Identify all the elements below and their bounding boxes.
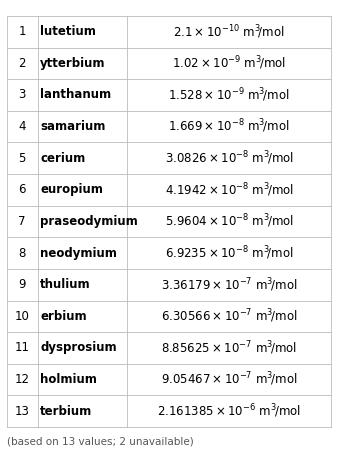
Text: $9.05467\times10^{-7}\ \mathrm{m^3\!/mol}$: $9.05467\times10^{-7}\ \mathrm{m^3\!/mol… [161,371,297,389]
Text: erbium: erbium [40,310,87,323]
Text: 11: 11 [15,341,30,354]
Text: neodymium: neodymium [40,247,117,260]
Text: lanthanum: lanthanum [40,88,112,101]
Text: ytterbium: ytterbium [40,57,106,70]
Text: 12: 12 [15,373,30,386]
Text: 7: 7 [19,215,26,228]
Text: cerium: cerium [40,152,86,165]
Text: 3: 3 [19,88,26,101]
Text: $3.36179\times10^{-7}\ \mathrm{m^3\!/mol}$: $3.36179\times10^{-7}\ \mathrm{m^3\!/mol… [161,276,297,293]
Text: $6.30566\times10^{-7}\ \mathrm{m^3\!/mol}$: $6.30566\times10^{-7}\ \mathrm{m^3\!/mol… [161,308,297,325]
Text: $3.0826\times10^{-8}\ \mathrm{m^3\!/mol}$: $3.0826\times10^{-8}\ \mathrm{m^3\!/mol}… [165,149,293,167]
Text: 5: 5 [19,152,26,165]
Text: samarium: samarium [40,120,106,133]
Text: thulium: thulium [40,278,91,291]
Text: 13: 13 [15,404,30,418]
Text: $8.85625\times10^{-7}\ \mathrm{m^3\!/mol}$: $8.85625\times10^{-7}\ \mathrm{m^3\!/mol… [161,339,297,357]
Text: praseodymium: praseodymium [40,215,138,228]
Text: lutetium: lutetium [40,25,96,38]
Text: dysprosium: dysprosium [40,341,117,354]
Text: $6.9235\times10^{-8}\ \mathrm{m^3\!/mol}$: $6.9235\times10^{-8}\ \mathrm{m^3\!/mol}… [165,244,293,262]
Text: europium: europium [40,183,103,197]
Text: 4: 4 [19,120,26,133]
Text: 2: 2 [19,57,26,70]
Text: $1.528\times10^{-9}\ \mathrm{m^3\!/mol}$: $1.528\times10^{-9}\ \mathrm{m^3\!/mol}$ [168,86,290,104]
Text: $5.9604\times10^{-8}\ \mathrm{m^3\!/mol}$: $5.9604\times10^{-8}\ \mathrm{m^3\!/mol}… [165,212,293,230]
Text: 9: 9 [19,278,26,291]
Text: 8: 8 [19,247,26,260]
Text: $2.1\times10^{-10}\ \mathrm{m^3\!/mol}$: $2.1\times10^{-10}\ \mathrm{m^3\!/mol}$ [173,23,285,40]
Text: holmium: holmium [40,373,97,386]
Text: $1.669\times10^{-8}\ \mathrm{m^3\!/mol}$: $1.669\times10^{-8}\ \mathrm{m^3\!/mol}$ [168,118,290,136]
Text: 6: 6 [19,183,26,197]
Text: $1.02\times10^{-9}\ \mathrm{m^3\!/mol}$: $1.02\times10^{-9}\ \mathrm{m^3\!/mol}$ [172,55,286,72]
Text: terbium: terbium [40,404,93,418]
Text: 10: 10 [15,310,30,323]
Text: $2.161385\times10^{-6}\ \mathrm{m^3\!/mol}$: $2.161385\times10^{-6}\ \mathrm{m^3\!/mo… [157,402,301,420]
Text: (based on 13 values; 2 unavailable): (based on 13 values; 2 unavailable) [7,436,194,446]
Text: $4.1942\times10^{-8}\ \mathrm{m^3\!/mol}$: $4.1942\times10^{-8}\ \mathrm{m^3\!/mol}… [165,181,293,199]
Text: 1: 1 [19,25,26,38]
